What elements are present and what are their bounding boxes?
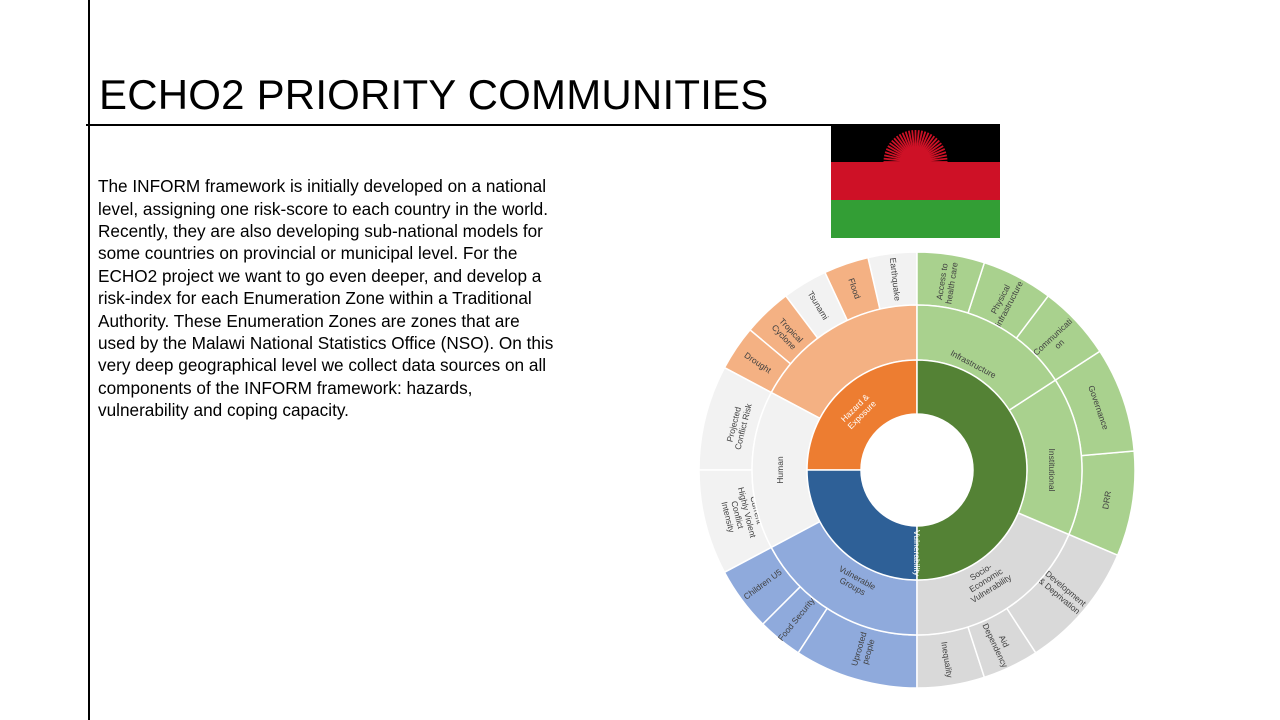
sun-ray — [895, 135, 908, 152]
sun-ray — [927, 145, 944, 156]
flag-rising-sun — [883, 130, 948, 163]
outer-segment-earthquake-label: Earthquake — [888, 257, 903, 302]
sun-ray — [916, 130, 920, 149]
inner-ring-lack-of-coping — [916, 359, 1028, 581]
flag-stripe-red — [831, 162, 1000, 200]
sun-ray — [883, 157, 902, 162]
sun-ray — [927, 148, 946, 158]
sun-ray — [891, 139, 906, 154]
sun-ray — [928, 151, 947, 159]
middle-ring-human-label: Human — [775, 456, 785, 484]
inner-ring-vulnerability-label: Vulnerability — [912, 530, 922, 577]
inform-sunburst-diagram: EarthquakeFloodTsunamiTropicalCycloneDro… — [698, 251, 1136, 689]
sun-ray — [920, 132, 930, 150]
title-underline — [86, 124, 832, 126]
outer-segment-drr-label: DRR — [1100, 490, 1113, 510]
sun-ray — [887, 145, 904, 156]
sun-ray — [924, 137, 938, 153]
sun-ray — [917, 130, 924, 149]
sun-ray — [926, 142, 942, 155]
slide-body-text: The INFORM framework is initially develo… — [98, 176, 554, 421]
slide-title: ECHO2 PRIORITY COMMUNITIES — [99, 71, 769, 119]
sun-ray — [911, 130, 915, 149]
middle-ring-institutional-label: Institutional — [1047, 449, 1057, 492]
flag-stripe-green — [831, 200, 1000, 238]
sun-ray — [889, 142, 905, 155]
sun-ray — [885, 148, 904, 158]
sun-ray — [918, 131, 927, 149]
sun-ray — [929, 157, 948, 162]
sun-ray — [925, 139, 940, 154]
sun-ray — [884, 151, 903, 159]
sun-ray — [907, 130, 914, 149]
sun-ray — [898, 133, 910, 151]
sun-ray — [893, 137, 907, 153]
sun-ray — [901, 132, 911, 150]
inner-ring-vulnerability — [806, 469, 918, 581]
sun-disc — [899, 146, 932, 162]
sun-ray — [923, 135, 936, 152]
sun-ray — [929, 154, 947, 160]
sun-ray — [904, 131, 913, 149]
sun-ray — [921, 133, 933, 151]
inner-ring-hazard-exposure — [806, 359, 918, 471]
malawi-flag — [831, 124, 1000, 238]
sun-ray — [884, 154, 902, 160]
vertical-rule — [88, 0, 90, 720]
